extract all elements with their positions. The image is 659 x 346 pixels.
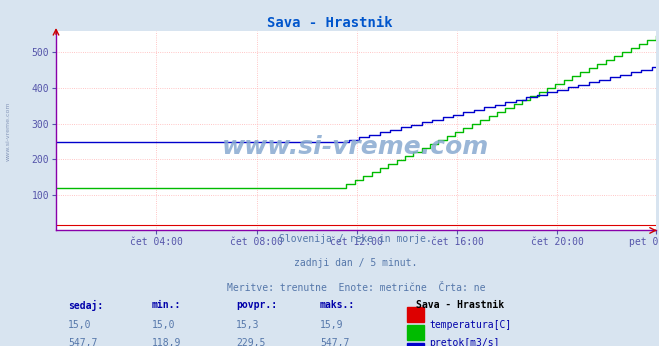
- Text: zadnji dan / 5 minut.: zadnji dan / 5 minut.: [294, 258, 418, 268]
- Text: www.si-vreme.com: www.si-vreme.com: [222, 135, 490, 159]
- Text: Slovenija / reke in morje.: Slovenija / reke in morje.: [279, 234, 432, 244]
- Text: 547,7: 547,7: [68, 338, 98, 346]
- Bar: [407, 343, 424, 346]
- Text: 15,3: 15,3: [236, 320, 260, 330]
- Text: Meritve: trenutne  Enote: metrične  Črta: ne: Meritve: trenutne Enote: metrične Črta: …: [227, 283, 485, 293]
- Text: www.si-vreme.com: www.si-vreme.com: [5, 102, 11, 161]
- Text: 118,9: 118,9: [152, 338, 181, 346]
- Text: 15,0: 15,0: [68, 320, 92, 330]
- Text: Sava - Hrastnik: Sava - Hrastnik: [416, 300, 504, 310]
- Bar: [407, 307, 424, 322]
- Bar: [407, 325, 424, 340]
- Text: temperatura[C]: temperatura[C]: [429, 320, 511, 330]
- Text: 15,0: 15,0: [152, 320, 175, 330]
- Text: 15,9: 15,9: [320, 320, 343, 330]
- Text: povpr.:: povpr.:: [236, 300, 277, 310]
- Text: 229,5: 229,5: [236, 338, 266, 346]
- Text: pretok[m3/s]: pretok[m3/s]: [429, 338, 500, 346]
- Text: sedaj:: sedaj:: [68, 300, 103, 311]
- Text: min.:: min.:: [152, 300, 181, 310]
- Text: 547,7: 547,7: [320, 338, 349, 346]
- Text: maks.:: maks.:: [320, 300, 355, 310]
- Text: Sava - Hrastnik: Sava - Hrastnik: [267, 16, 392, 29]
